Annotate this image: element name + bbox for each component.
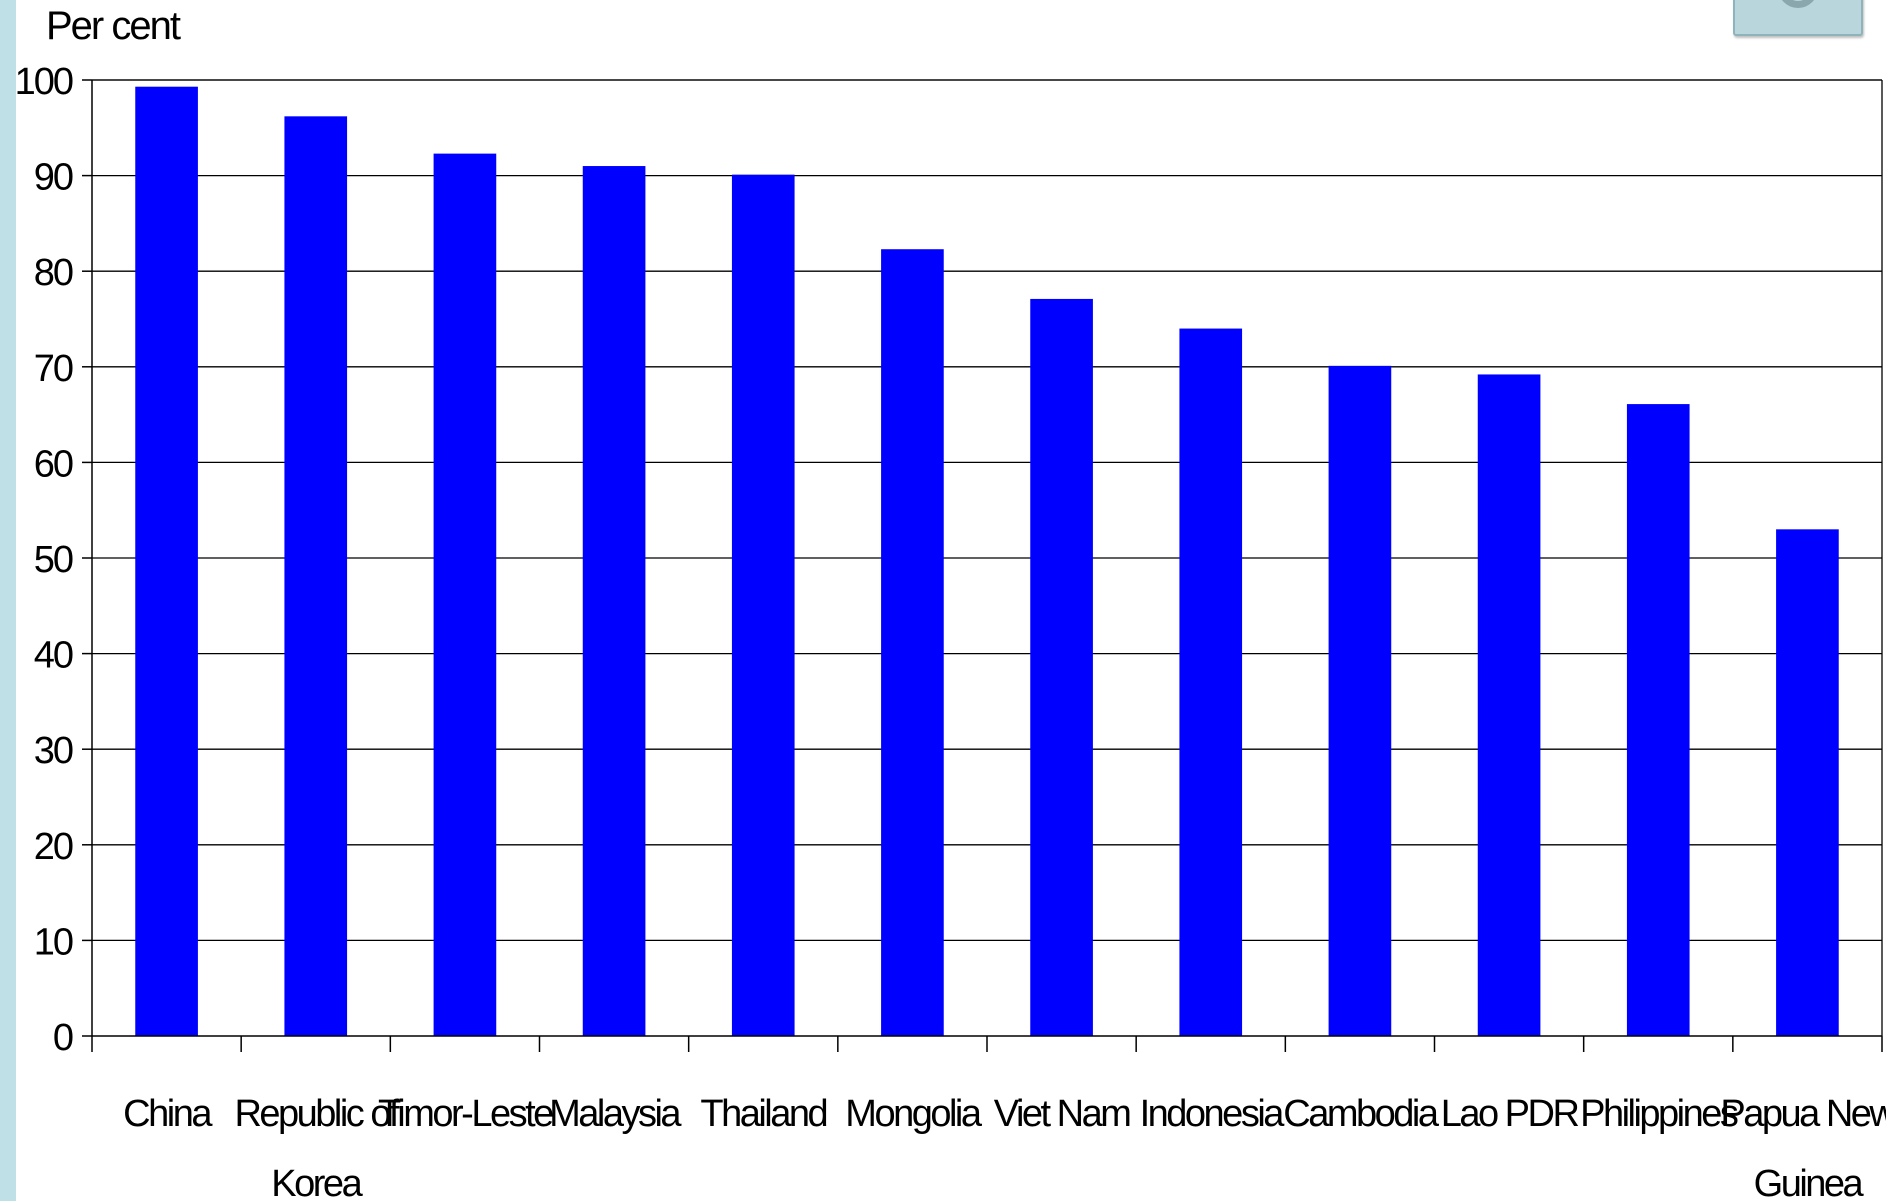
bar — [1477, 374, 1541, 1036]
bar — [1776, 529, 1839, 1036]
x-category-label: Malaysia — [549, 1093, 682, 1135]
left-accent-strip — [0, 0, 16, 1201]
bar — [135, 86, 198, 1036]
x-category-label: Papua New — [1720, 1093, 1886, 1135]
bar — [284, 116, 348, 1036]
bar — [1328, 365, 1392, 1036]
y-tick-label: 40 — [34, 635, 73, 677]
y-tick-label: 30 — [34, 730, 73, 772]
x-category-label: Viet Nam — [994, 1093, 1130, 1135]
y-tick-label: 50 — [34, 539, 73, 581]
bars — [135, 86, 1839, 1037]
y-tick-label: 80 — [34, 252, 73, 294]
bar — [1030, 298, 1093, 1036]
x-category-label: Republic of — [234, 1093, 400, 1135]
bar — [1626, 404, 1690, 1037]
y-tick-label: 100 — [15, 61, 73, 103]
y-tick-label: 90 — [34, 157, 73, 199]
gridlines — [92, 79, 1882, 942]
bar — [881, 249, 944, 1036]
y-axis-unit-label: Per cent — [46, 4, 181, 48]
bar — [1179, 328, 1243, 1036]
bar — [433, 153, 497, 1036]
y-tick-label: 70 — [34, 348, 73, 390]
y-tick-labels: 0 10 20 30 40 50 60 70 80 90 100 — [15, 61, 75, 1059]
x-category-label: Cambodia — [1283, 1093, 1440, 1135]
x-category-label: Mongolia — [845, 1093, 983, 1135]
x-category-label: Lao PDR — [1441, 1093, 1579, 1135]
x-category-labels: China Republic of Korea Timor-LesteMalaysia… — [123, 1093, 1886, 1201]
y-tick-label: 10 — [34, 921, 73, 963]
x-category-label: Korea — [271, 1163, 363, 1201]
y-tick-label: 0 — [53, 1017, 73, 1059]
y-tick-label: 60 — [34, 443, 73, 485]
slide-badge-icon — [1733, 0, 1863, 36]
x-category-label: China — [123, 1093, 213, 1135]
x-category-label: Indonesia — [1140, 1093, 1286, 1135]
axes — [82, 79, 1883, 1052]
x-category-label: Thailand — [700, 1093, 826, 1135]
bar — [731, 174, 795, 1037]
x-category-label: Philippines — [1580, 1093, 1738, 1135]
x-category-label: Guinea — [1754, 1163, 1865, 1201]
x-category-label: Timor-Leste — [378, 1093, 553, 1135]
y-tick-label: 20 — [34, 826, 73, 868]
bar — [582, 166, 646, 1037]
